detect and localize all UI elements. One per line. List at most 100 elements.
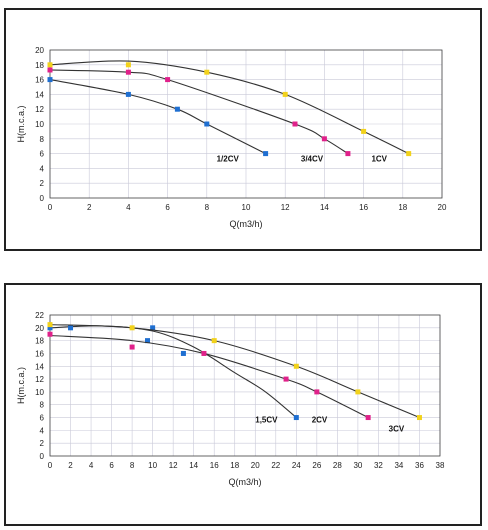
chart-1-data-point: [165, 77, 171, 83]
chart-1-series-label: 3/4CV: [301, 155, 324, 164]
chart-2-svg: 0 2 4 6 8 10 12 14 16 18 20 22 24 26 28 30 32 34 36 3802468…: [16, 311, 445, 487]
chart-1-y-tick-label: 20: [35, 46, 44, 55]
chart-2-x-tick-label: 14: [189, 461, 198, 470]
chart-1-x-tick-label: 0: [48, 203, 53, 212]
chart-1-series-line: [49, 69, 349, 155]
chart-1-data-point: [345, 151, 351, 157]
chart-1-y-tick-label: 2: [40, 179, 45, 188]
chart-2-x-tick-label: 6: [109, 461, 114, 470]
chart-1-data-point: [125, 69, 131, 75]
chart-2-data-point: [365, 415, 371, 421]
chart-1-x-tick-label: 12: [281, 203, 290, 212]
pump-curve-chart-1: 0 2 4 6 8 10 12 14 16 18 20 0 2 4 6 8 10 12 14 16 18 20 Q(m3/h…: [4, 8, 482, 251]
chart-2-y-tick-label: 10: [35, 388, 44, 397]
chart-1-y-tick-label: 0: [40, 194, 45, 203]
chart-2-y-tick-label: 14: [35, 362, 44, 371]
chart-2-x-tick-label: 22: [271, 461, 280, 470]
chart-1-data-point: [204, 121, 210, 127]
chart-2-x-tick-label: 4: [89, 461, 94, 470]
chart-1-data-point: [321, 136, 327, 142]
chart-2-x-tick-label: 20: [251, 461, 260, 470]
chart-1-x-tick-label: 2: [87, 203, 92, 212]
chart-2-data-point: [47, 322, 53, 328]
chart-2-y-tick-label: 2: [40, 439, 45, 448]
chart-1-x-tick-label: 6: [165, 203, 170, 212]
chart-1-x-tick-label: 16: [359, 203, 368, 212]
chart-2-x-tick-label: 34: [394, 461, 403, 470]
chart-1-data-point: [263, 151, 269, 157]
chart-2-series-label: 1,5CV: [255, 416, 278, 425]
chart-2-y-tick-label: 8: [40, 401, 45, 410]
chart-2-y-axis-label: H(m.c.a.): [16, 367, 26, 404]
chart-2-data-point: [145, 338, 150, 344]
chart-1-y-tick-label: 4: [40, 164, 45, 173]
chart-2-data-point: [129, 325, 135, 331]
chart-1-x-tick-label: 10: [242, 203, 251, 212]
chart-2-x-tick-label: 30: [353, 461, 362, 470]
chart-2-x-tick-label: 12: [169, 461, 178, 470]
chart-2-x-axis-label: Q(m3/h): [228, 477, 261, 487]
chart-2-y-tick-label: 0: [40, 452, 45, 461]
chart-1-data-point: [361, 128, 367, 134]
chart-2-y-tick-label: 20: [35, 324, 44, 333]
chart-1-series-line: [49, 79, 266, 155]
chart-2-y-tick-label: 6: [40, 414, 45, 423]
chart-2-data-point: [150, 325, 156, 331]
chart-2-data-point: [293, 415, 299, 421]
chart-2-data-point: [68, 325, 74, 331]
chart-2-data-point: [283, 376, 289, 382]
chart-2-data-point: [355, 389, 361, 395]
chart-2-y-tick-label: 22: [35, 311, 44, 320]
chart-1-data-point: [47, 62, 53, 68]
chart-1-plot-frame: [49, 49, 443, 199]
chart-2-x-tick-label: 0: [48, 461, 53, 470]
chart-1-series-label: 1/2CV: [217, 155, 240, 164]
chart-1-x-tick-label: 20: [438, 203, 447, 212]
chart-2-x-tick-label: 24: [292, 461, 301, 470]
chart-1-y-tick-label: 8: [40, 135, 45, 144]
chart-2-y-tick-label: 4: [40, 426, 45, 435]
chart-2-data-point: [201, 350, 207, 356]
pump-curve-chart-2: 0 2 4 6 8 10 12 14 16 18 20 22 24 26 28 30 32 34 36 38 0 2 4 6 8…: [4, 283, 482, 526]
chart-2-y-tick-label: 12: [35, 375, 44, 384]
chart-2-x-tick-label: 32: [374, 461, 383, 470]
chart-1-data-point: [204, 69, 210, 75]
chart-2-x-tick-label: 8: [130, 461, 135, 470]
chart-1-data-point: [282, 91, 288, 97]
chart-1-x-tick-label: 14: [320, 203, 329, 212]
chart-1-data-point: [47, 77, 53, 83]
chart-1-x-tick-label: 18: [398, 203, 407, 212]
chart-2-plot-frame: [49, 314, 441, 457]
chart-2-data-point: [293, 363, 299, 369]
chart-1-y-tick-label: 18: [35, 61, 44, 70]
chart-1-data-point: [125, 91, 131, 97]
chart-2-data-point: [129, 344, 135, 350]
chart-2-data-point: [47, 331, 53, 337]
chart-1-y-tick-label: 16: [35, 76, 44, 85]
chart-2-x-tick-label: 18: [230, 461, 239, 470]
chart-2-data-point: [314, 389, 320, 395]
chart-1-data-point: [174, 106, 180, 112]
chart-2-series-label: 2CV: [312, 416, 328, 425]
chart-1-y-tick-label: 10: [35, 120, 44, 129]
chart-2-data-point: [211, 338, 217, 344]
chart-1-y-tick-label: 6: [40, 150, 45, 159]
chart-1-data-point: [292, 121, 298, 127]
chart-1-x-tick-label: 4: [126, 203, 131, 212]
chart-2-x-tick-label: 26: [312, 461, 321, 470]
chart-1-series-line: [49, 60, 409, 155]
chart-1-y-tick-label: 12: [35, 105, 44, 114]
chart-2-data-point: [416, 415, 422, 421]
chart-2-x-tick-label: 28: [333, 461, 342, 470]
chart-1-svg: 0 2 4 6 8 10 12 14 16 18 20 0 2 4 6 8 10 12 14 16 18 20 Q(m3/h…: [16, 46, 447, 229]
chart-1-series-label: 1CV: [371, 155, 387, 164]
chart-1-y-axis-label: H(m.c.a.): [16, 105, 26, 142]
chart-1-data-point: [125, 62, 131, 68]
chart-2-data-point: [47, 325, 53, 331]
chart-2-x-tick-label: 38: [436, 461, 445, 470]
chart-2-y-tick-label: 16: [35, 349, 44, 358]
chart-2-series-line: [49, 334, 369, 419]
chart-2-data-point: [180, 350, 186, 356]
chart-2-x-tick-label: 16: [210, 461, 219, 470]
chart-2-series-label: 3CV: [389, 425, 405, 434]
